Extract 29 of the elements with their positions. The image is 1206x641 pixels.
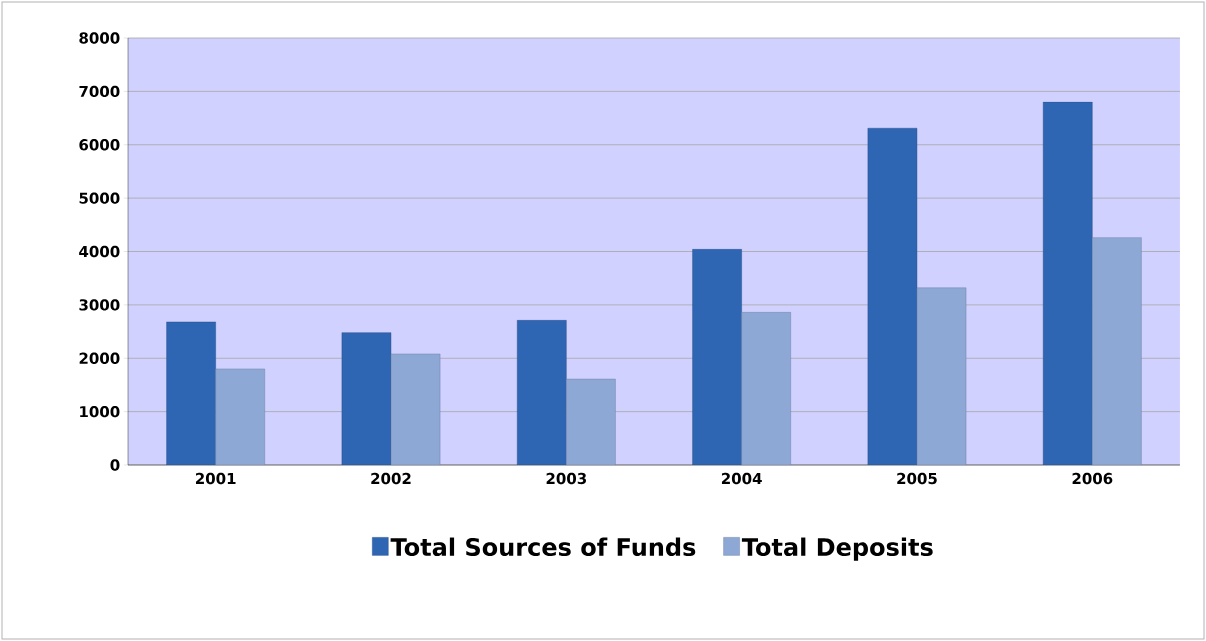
- bar: [215, 368, 265, 465]
- y-tick-label: 7000: [79, 85, 120, 98]
- bar: [692, 249, 742, 465]
- legend-label: Total Deposits: [741, 537, 933, 561]
- x-tick-label: 2001: [195, 472, 236, 485]
- bar: [741, 312, 791, 465]
- x-tick-label: 2006: [1072, 472, 1113, 485]
- legend-label: Total Sources of Funds: [390, 537, 696, 557]
- x-tick-label: 2003: [546, 472, 586, 485]
- bar: [867, 128, 918, 465]
- y-tick-label: 3000: [79, 299, 120, 311]
- bar: [166, 321, 216, 465]
- y-tick-label: 2000: [79, 352, 120, 364]
- y-tick-label: 0: [110, 459, 120, 471]
- x-tick-label: 2002: [371, 472, 411, 485]
- bar: [517, 320, 567, 465]
- x-tick-label: 2005: [897, 472, 937, 485]
- bar: [566, 378, 616, 465]
- bar: [390, 353, 441, 465]
- y-tick-label: 4000: [79, 245, 120, 258]
- bar: [1043, 101, 1093, 465]
- x-tick-label: 2004: [721, 472, 762, 485]
- y-tick-label: 1000: [80, 405, 120, 418]
- bar: [916, 287, 967, 465]
- y-tick-label: 5000: [79, 192, 120, 204]
- y-tick-label: 6000: [79, 139, 120, 151]
- bar: [1092, 237, 1142, 465]
- bar: [341, 332, 392, 465]
- y-tick-label: 8000: [79, 32, 120, 44]
